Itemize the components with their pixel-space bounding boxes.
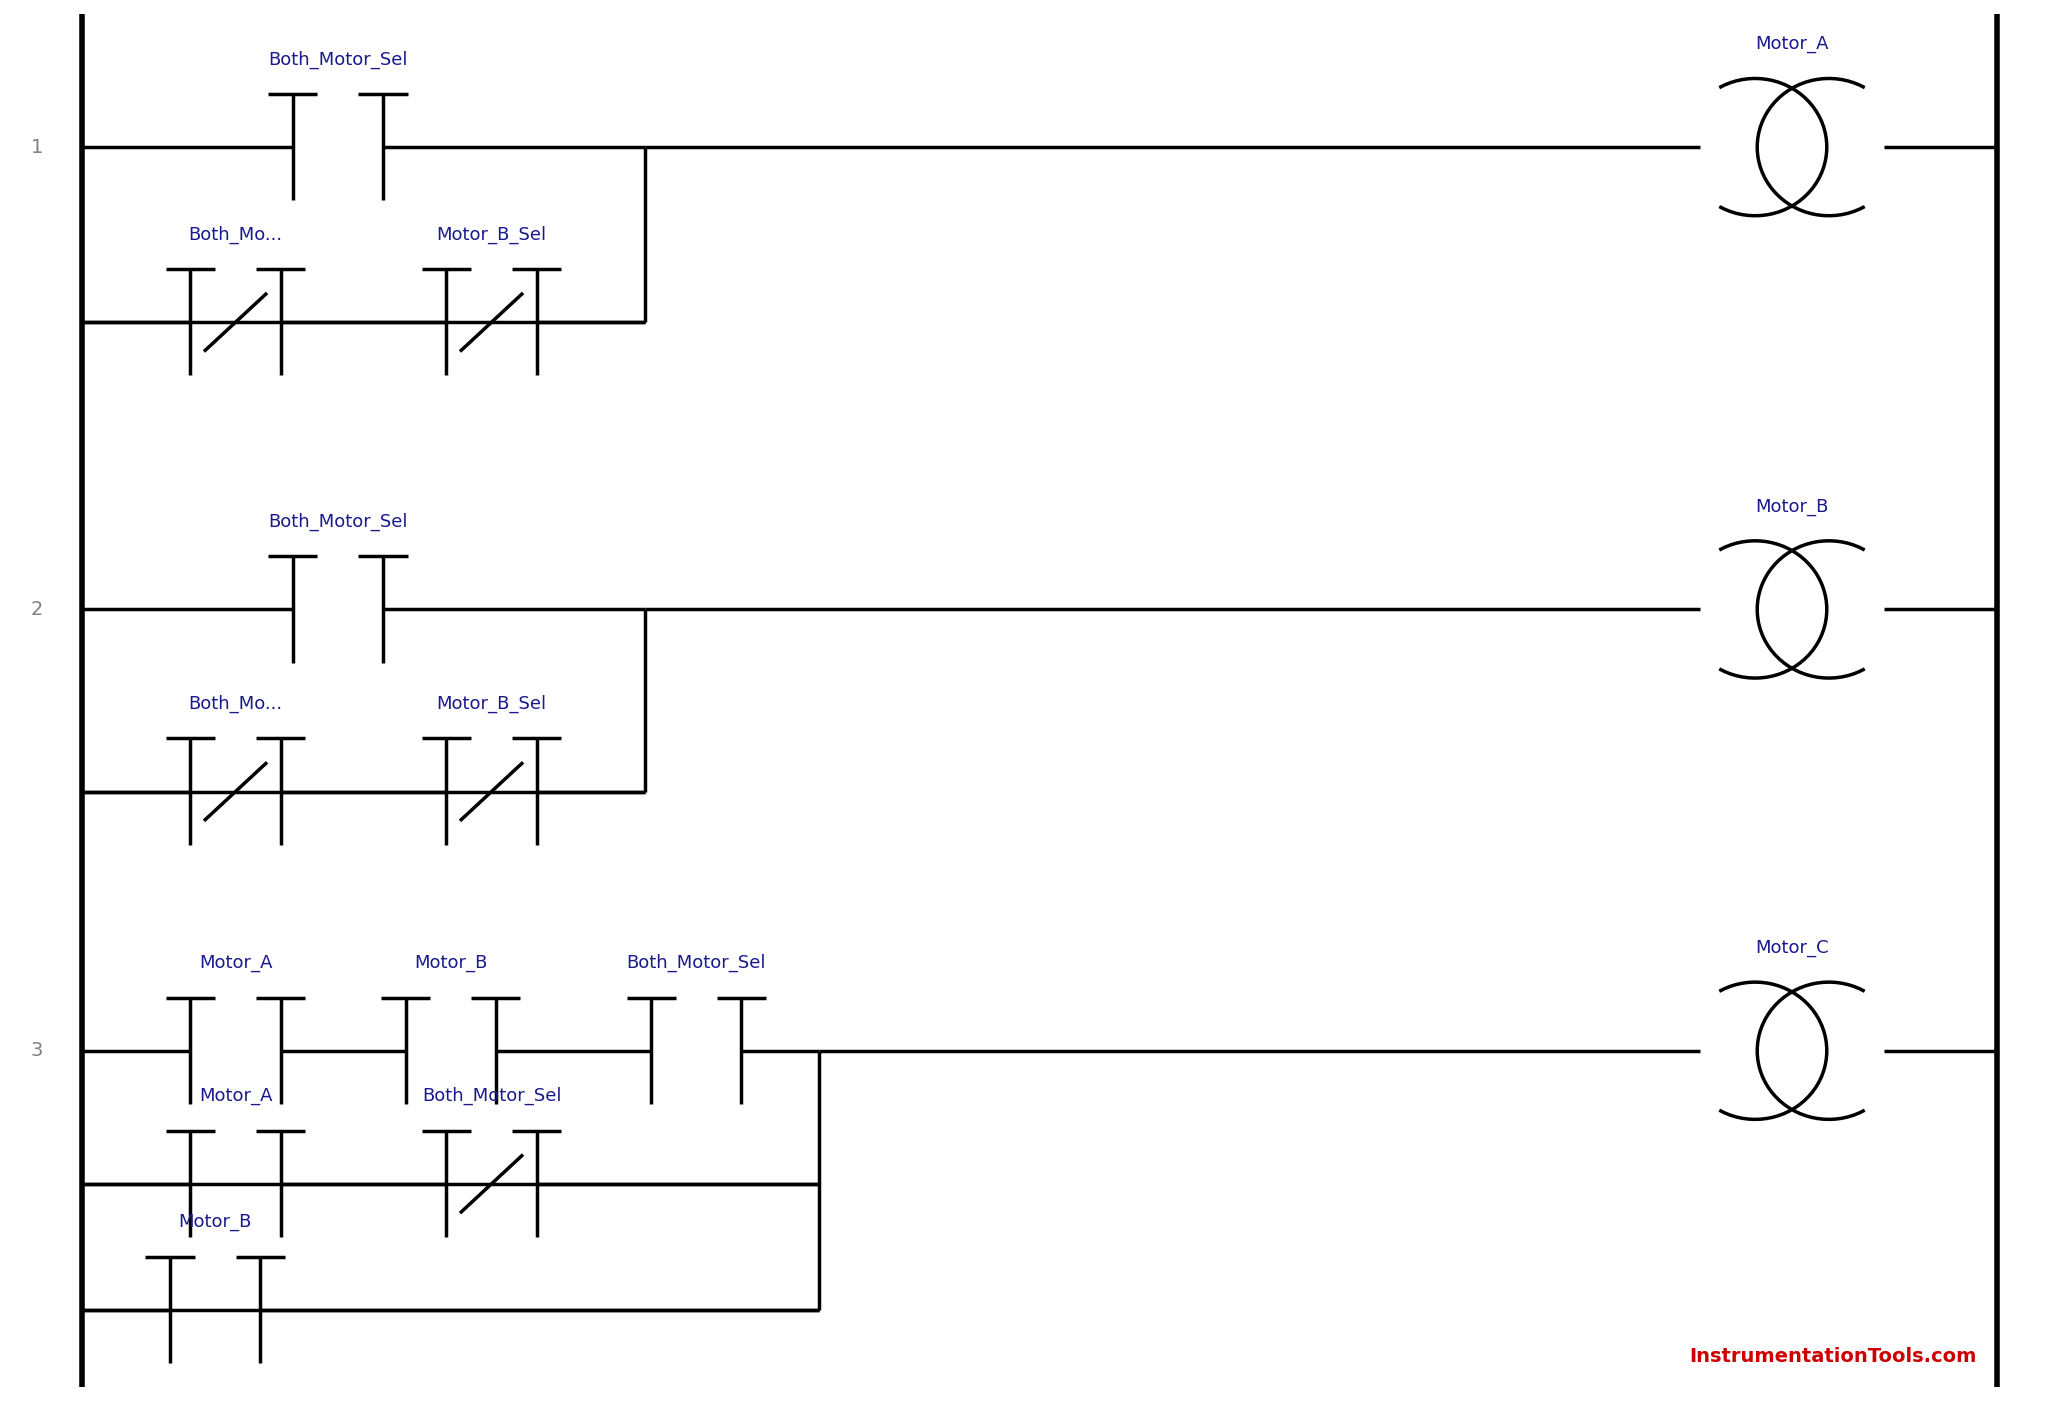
Text: Motor_B: Motor_B — [414, 954, 487, 972]
Text: Motor_B: Motor_B — [1755, 497, 1829, 516]
Text: Motor_A: Motor_A — [1755, 35, 1829, 53]
Text: 1: 1 — [31, 137, 43, 157]
Text: Both_Motor_Sel: Both_Motor_Sel — [268, 50, 408, 69]
Text: Motor_A: Motor_A — [199, 1087, 272, 1105]
Text: Motor_B_Sel: Motor_B_Sel — [436, 226, 547, 244]
Text: Motor_A: Motor_A — [199, 954, 272, 972]
Text: 3: 3 — [31, 1041, 43, 1061]
Text: Both_Motor_Sel: Both_Motor_Sel — [422, 1087, 561, 1105]
Text: InstrumentationTools.com: InstrumentationTools.com — [1690, 1346, 1976, 1366]
Text: Motor_B: Motor_B — [178, 1213, 252, 1231]
Text: Both_Mo...: Both_Mo... — [188, 226, 283, 244]
Text: Motor_B_Sel: Motor_B_Sel — [436, 695, 547, 713]
Text: Both_Motor_Sel: Both_Motor_Sel — [268, 513, 408, 531]
Text: Both_Motor_Sel: Both_Motor_Sel — [627, 954, 766, 972]
Text: Motor_C: Motor_C — [1755, 939, 1829, 957]
Text: Both_Mo...: Both_Mo... — [188, 695, 283, 713]
Text: 2: 2 — [31, 600, 43, 619]
